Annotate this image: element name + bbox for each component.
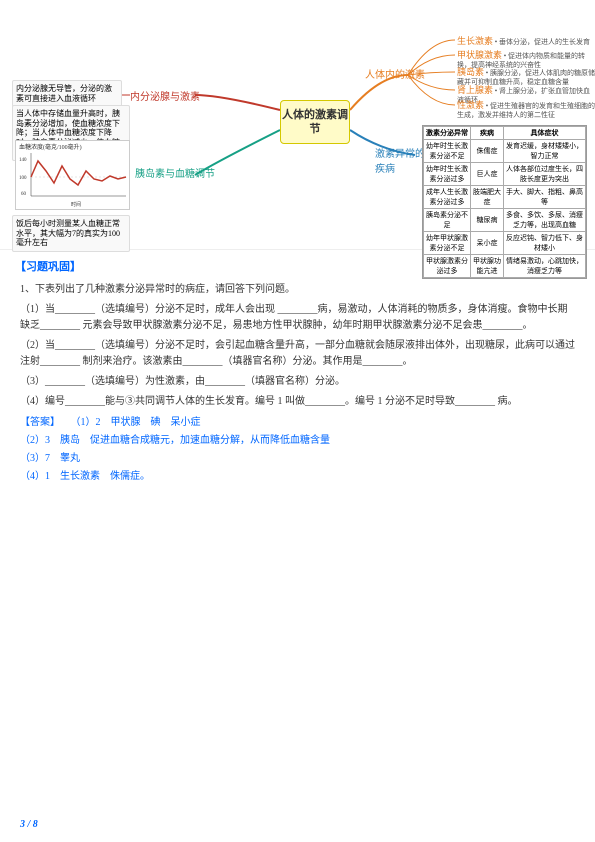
- q-part-4: （4）编号________能与③共同调节人体的生长发育。编号 1 叫做_____…: [20, 394, 575, 410]
- th-1: 疾病: [471, 127, 504, 140]
- answer-line-0: （1）2 甲状腺 碘 呆小症: [71, 417, 201, 428]
- q-part-2: （2）当________（选填编号）分泌不足时，会引起血糖含量升高，一部分血糖就…: [20, 338, 575, 370]
- cell: 幼年时生长激素分泌过多: [424, 163, 471, 186]
- q-part-3: （3）________（选填编号）为性激素，由________（填器官名称）分泌…: [20, 374, 575, 390]
- cell: 甲状腺激素分泌过多: [424, 255, 471, 278]
- note-insulin-bottom: 饭后每小时测量某人血糖正常水平，其大幅为7的真实为100毫升左右: [12, 215, 130, 252]
- cell: 情绪易激动，心跳加快，消瘦乏力等: [504, 255, 586, 278]
- page-number: 3 / 8: [20, 819, 38, 830]
- disease-table: 激素分泌异常 疾病 具体症状 幼年时生长激素分泌不足侏儒症发育迟缓，身材矮矮小，…: [422, 125, 587, 279]
- cell: 幼年甲状腺激素分泌不足: [424, 232, 471, 255]
- cell: 糖尿病: [471, 209, 504, 232]
- answer-line-1: （2）3 胰岛 促进血糖合成糖元，加速血糖分解，从而降低血糖含量: [20, 435, 330, 446]
- chart-svg: 血糖浓度(毫克/100毫升) 140 100 60 时间: [16, 141, 131, 211]
- answer-label: 【答案】: [20, 417, 60, 428]
- svg-text:血糖浓度(毫克/100毫升): 血糖浓度(毫克/100毫升): [19, 143, 82, 151]
- answers-block: 【答案】 （1）2 甲状腺 碘 呆小症 （2）3 胰岛 促进血糖合成糖元，加速血…: [0, 414, 595, 486]
- branch-bottom-right: 激素异常的疾病: [375, 145, 425, 175]
- answer-line-2: （3）7 睾丸: [20, 453, 80, 464]
- cell: 手大、脚大、指粗、鼻高等: [504, 186, 586, 209]
- question-content: 1、下表列出了几种激素分泌异常时的病症，请回答下列问题。 （1）当_______…: [0, 282, 595, 410]
- question-intro: 1、下表列出了几种激素分泌异常时的病症，请回答下列问题。: [20, 282, 575, 298]
- cell: 肢端肥大症: [471, 186, 504, 209]
- center-node: 人体的激素调节: [280, 100, 350, 144]
- mindmap-diagram: 人体的激素调节 内分泌腺与激素 内分泌腺无导管，分泌的激素可直接进入血液循环 胰…: [0, 0, 595, 250]
- branch-top-right: 人体内的激素: [365, 66, 425, 81]
- cell: 巨人症: [471, 163, 504, 186]
- th-2: 具体症状: [504, 127, 586, 140]
- svg-text:140: 140: [19, 158, 27, 163]
- answer-line-3: （4）1 生长激素 侏儒症。: [20, 471, 150, 482]
- svg-text:时间: 时间: [71, 201, 81, 208]
- branch-top-left: 内分泌腺与激素: [130, 88, 200, 103]
- cell: 发育迟缓，身材矮矮小，智力正常: [504, 140, 586, 163]
- cell: 成年人生长激素分泌过多: [424, 186, 471, 209]
- svg-text:100: 100: [19, 176, 27, 181]
- q-part-1: （1）当________（选填编号）分泌不足时，成年人会出现 ________病…: [20, 302, 575, 334]
- cell: 人体各部位过度生长，四肢长度更为突出: [504, 163, 586, 186]
- blood-sugar-chart: 血糖浓度(毫克/100毫升) 140 100 60 时间: [15, 140, 130, 210]
- cell: 多食、多饮、多尿、消瘦乏力等，出现高血糖: [504, 209, 586, 232]
- cell: 侏儒症: [471, 140, 504, 163]
- hormone-4-name: 性激素 • 促进生殖器官的发育和生殖细胞的生成，激发并维持人的第二性征: [457, 100, 595, 119]
- branch-bottom-left: 胰岛素与血糖调节: [135, 165, 215, 180]
- cell: 甲状腺功能亢进: [471, 255, 504, 278]
- svg-text:60: 60: [21, 192, 27, 197]
- th-0: 激素分泌异常: [424, 127, 471, 140]
- cell: 胰岛素分泌不足: [424, 209, 471, 232]
- cell: 反应迟钝、智力低下、身材矮小: [504, 232, 586, 255]
- hormone-2-name: 胰岛素 • 胰腺分泌，促进人体肌肉的糖原储藏并可抑制血糖升高，稳定血糖含量: [457, 67, 595, 86]
- note-top-left: 内分泌腺无导管，分泌的激素可直接进入血液循环: [12, 80, 122, 107]
- cell: 呆小症: [471, 232, 504, 255]
- cell: 幼年时生长激素分泌不足: [424, 140, 471, 163]
- hormone-0-name: 生长激素 • 垂体分泌，促进人的生长发育: [457, 36, 590, 47]
